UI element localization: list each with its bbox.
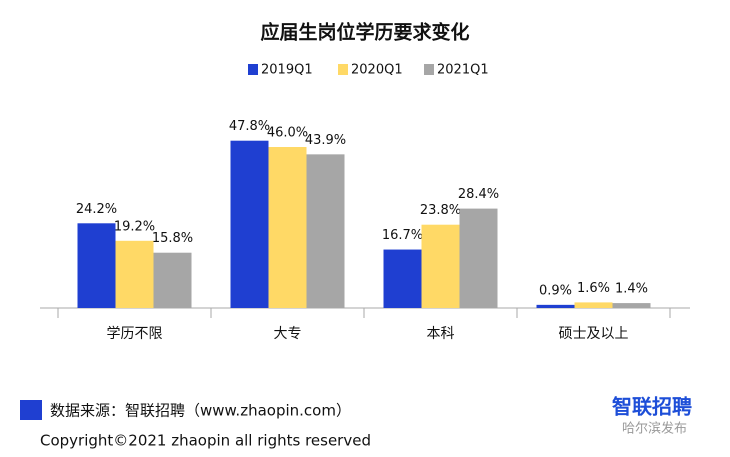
- bar: [306, 154, 345, 308]
- x-tick-label: 大专: [274, 326, 302, 342]
- legend-label: 2019Q1: [261, 63, 313, 78]
- value-label: 23.8%: [420, 203, 461, 218]
- value-label: 16.7%: [382, 228, 423, 243]
- value-label: 15.8%: [152, 231, 193, 246]
- legend-label: 2020Q1: [351, 63, 403, 78]
- value-label: 1.6%: [577, 281, 610, 296]
- value-label: 1.4%: [615, 282, 648, 297]
- bar: [536, 304, 575, 308]
- value-label: 0.9%: [539, 283, 572, 298]
- x-tick-label: 本科: [427, 326, 455, 342]
- legend-label: 2021Q1: [437, 63, 489, 78]
- bar: [268, 147, 307, 308]
- value-label: 19.2%: [114, 219, 155, 234]
- legend-swatch: [424, 64, 434, 75]
- watermark: 哈尔滨发布: [622, 421, 687, 437]
- x-tick-label: 硕士及以上: [559, 326, 629, 342]
- value-label: 24.2%: [76, 202, 117, 217]
- source-icon: [20, 400, 42, 420]
- chart-title: 应届生岗位学历要求变化: [260, 21, 469, 44]
- bar: [421, 224, 460, 308]
- value-label: 28.4%: [458, 187, 499, 202]
- bar: [230, 140, 269, 308]
- bar: [612, 303, 651, 308]
- value-label: 47.8%: [229, 119, 270, 134]
- legend-swatch: [248, 64, 258, 75]
- bar: [115, 240, 154, 308]
- legend-swatch: [338, 64, 348, 75]
- bar: [153, 252, 192, 308]
- bar: [459, 208, 498, 308]
- bar: [574, 302, 613, 308]
- bar: [77, 223, 116, 308]
- copyright: Copyright©2021 zhaopin all rights reserv…: [40, 432, 371, 450]
- logo: 智联招聘: [612, 395, 692, 419]
- value-label: 46.0%: [267, 126, 308, 141]
- source: 数据来源：智联招聘（www.zhaopin.com）: [50, 402, 351, 420]
- x-tick-label: 学历不限: [107, 326, 163, 342]
- value-label: 43.9%: [305, 133, 346, 148]
- bar: [383, 249, 422, 308]
